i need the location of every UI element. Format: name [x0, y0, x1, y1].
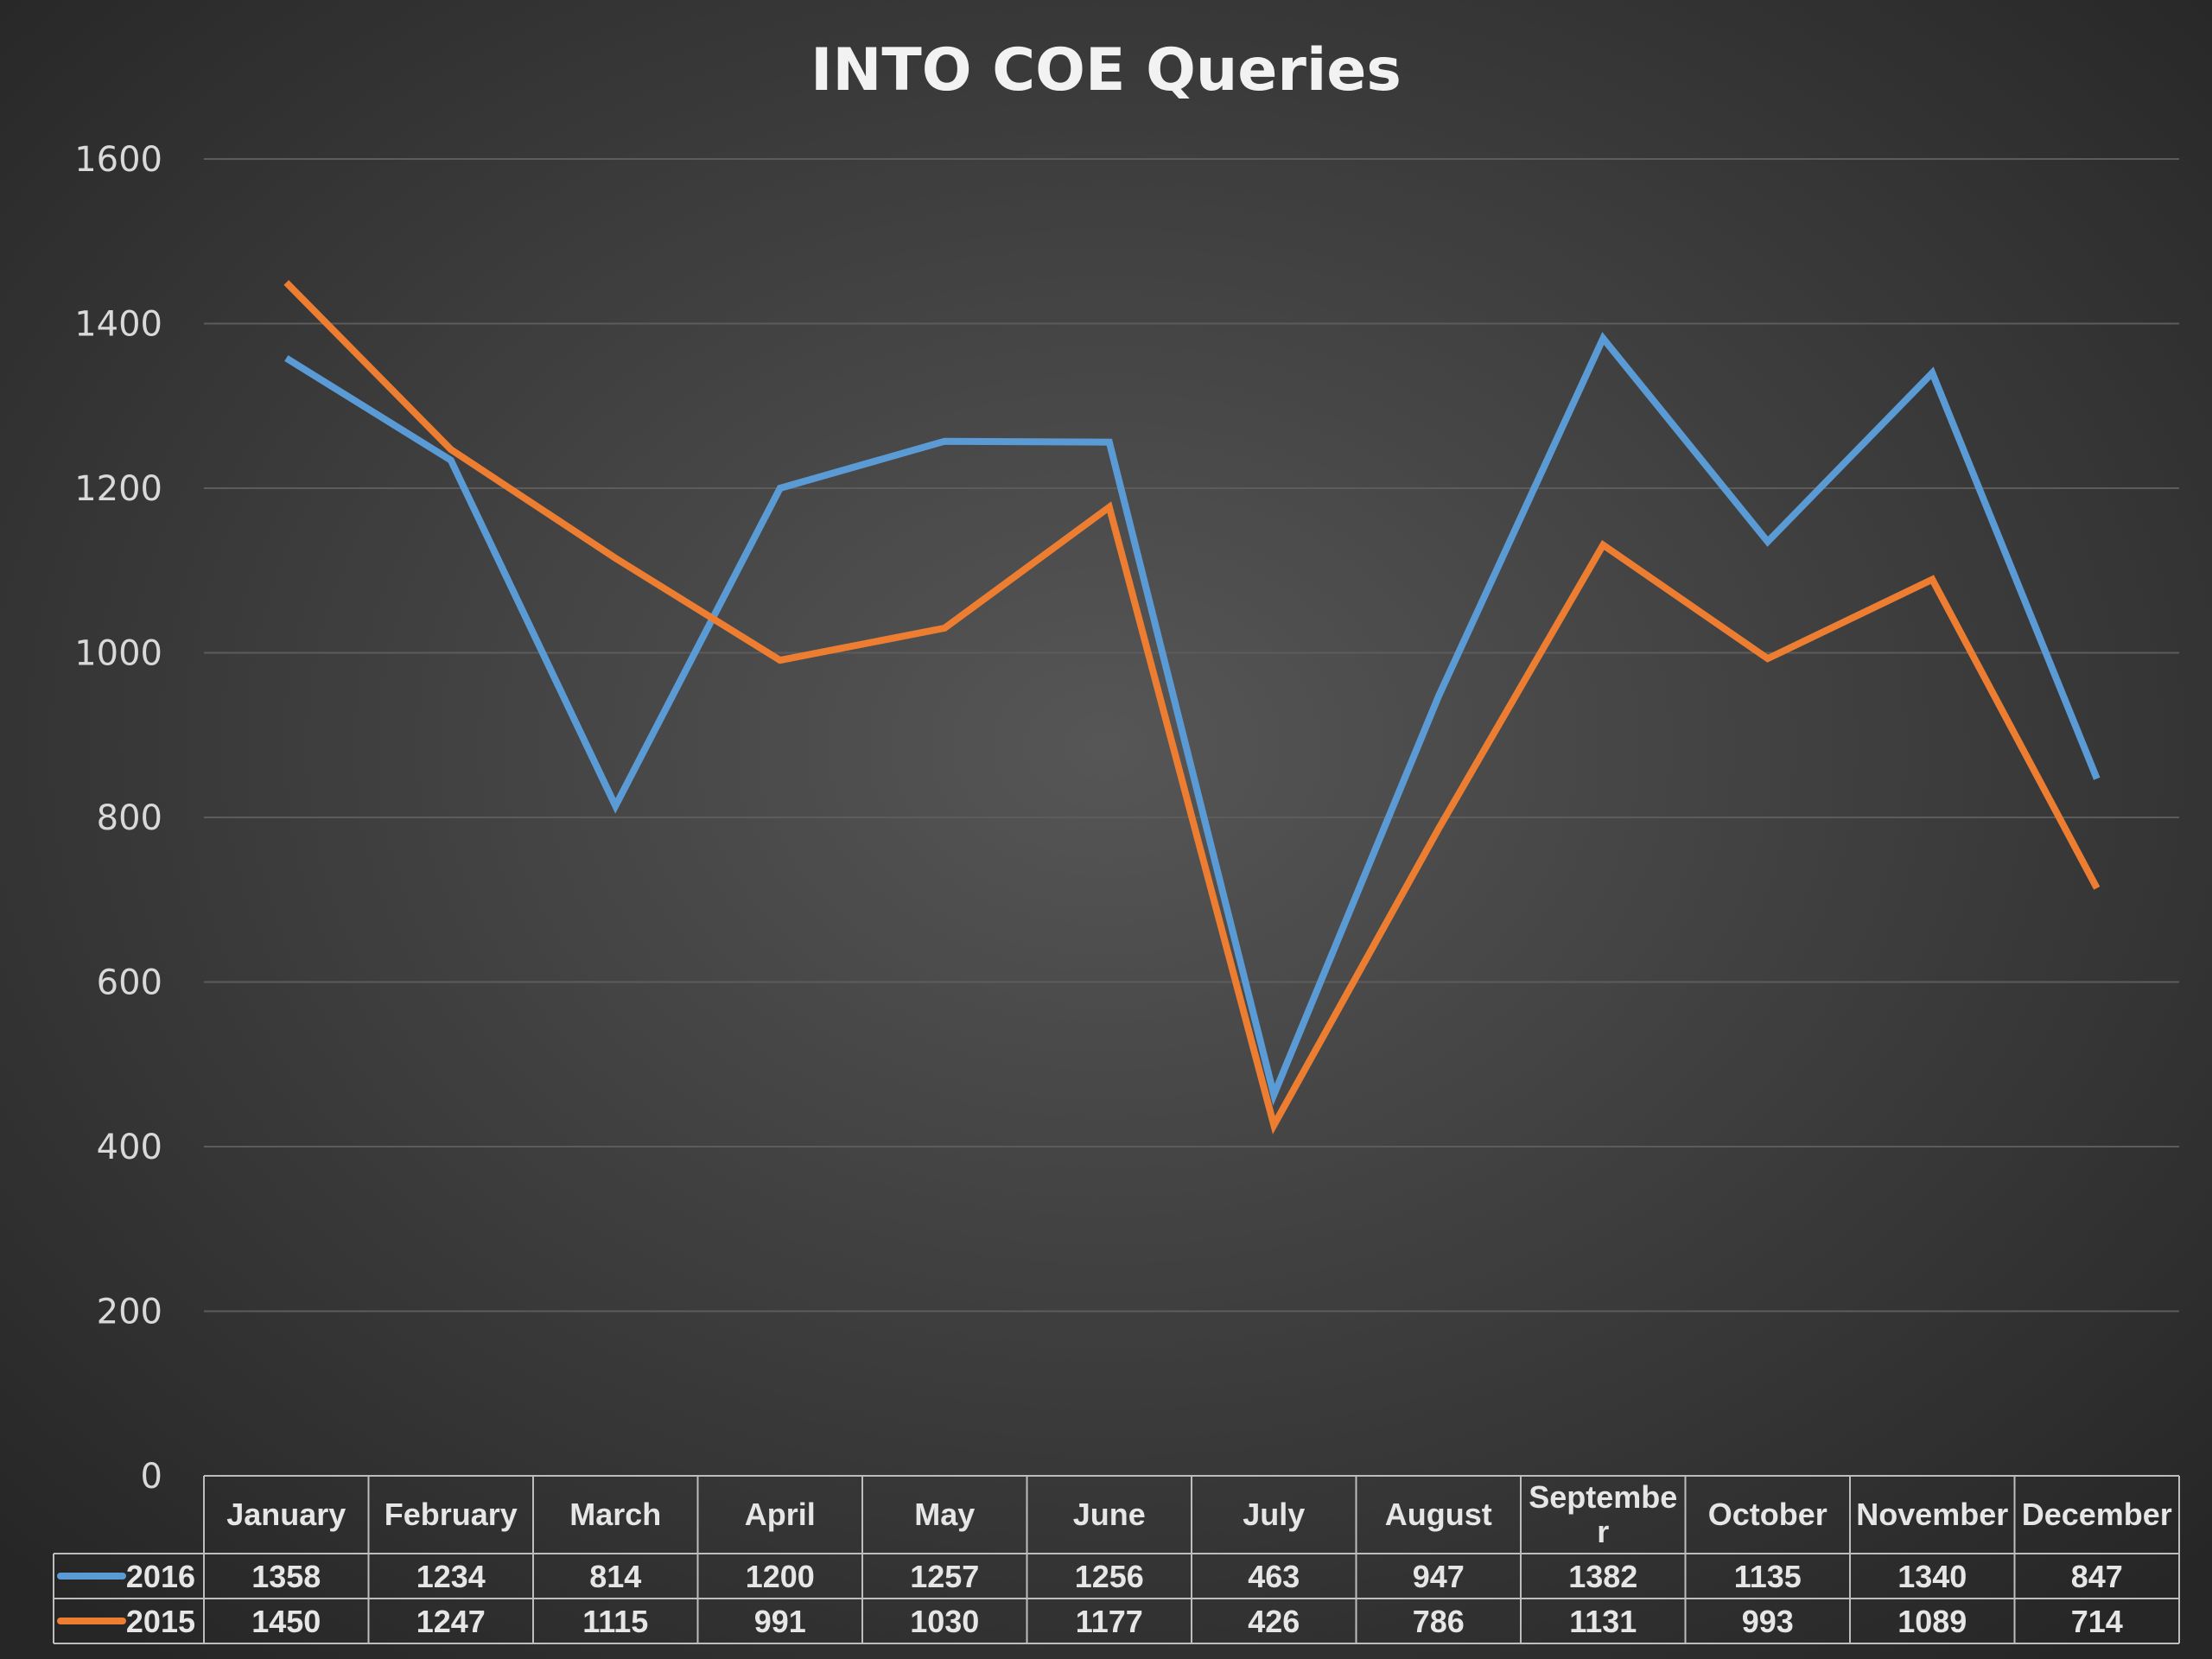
x-tick-label: April — [745, 1497, 816, 1532]
y-axis: 0 200 400 600 800 1000 1200 1400 1600 — [74, 140, 162, 1497]
y-tick-label: 1200 — [74, 469, 162, 509]
chart-title: INTO COE Queries — [810, 36, 1402, 105]
data-label: 1382 — [1568, 1559, 1637, 1594]
y-tick-label: 1000 — [74, 634, 162, 674]
data-label: 1358 — [251, 1559, 321, 1594]
data-label: 847 — [2071, 1559, 2123, 1594]
data-table: January February March April May June July Augu… — [53, 1475, 2180, 1644]
x-tick-label: December — [2022, 1497, 2172, 1532]
x-tick-label: July — [1243, 1497, 1305, 1532]
x-tick-label: November — [1856, 1497, 2008, 1532]
x-tick-label: r — [1597, 1514, 1609, 1549]
y-tick-label: 0 — [141, 1457, 162, 1497]
data-label: 463 — [1248, 1559, 1300, 1594]
x-tick-label: January — [226, 1497, 346, 1532]
data-label: 1200 — [746, 1559, 815, 1594]
data-label: 1256 — [1075, 1559, 1144, 1594]
y-tick-label: 800 — [97, 798, 162, 838]
data-label: 1089 — [1897, 1604, 1967, 1639]
data-label: 1131 — [1569, 1604, 1637, 1639]
y-tick-label: 1400 — [74, 305, 162, 345]
data-label: 1135 — [1734, 1559, 1802, 1594]
data-label: 1247 — [416, 1604, 486, 1639]
data-label: 993 — [1742, 1604, 1794, 1639]
y-tick-label: 400 — [97, 1128, 162, 1167]
x-tick-label: May — [914, 1497, 975, 1532]
y-tick-label: 200 — [97, 1293, 162, 1332]
data-label: 786 — [1413, 1604, 1465, 1639]
data-label: 814 — [589, 1559, 641, 1594]
y-tick-label: 1600 — [74, 140, 162, 180]
data-label: 1177 — [1076, 1604, 1143, 1639]
data-label: 1257 — [910, 1559, 979, 1594]
x-tick-label: October — [1708, 1497, 1827, 1532]
data-label: 1450 — [251, 1604, 321, 1639]
x-tick-label: June — [1073, 1497, 1146, 1532]
legend-label-2016: 2016 — [126, 1559, 195, 1594]
data-label: 1030 — [910, 1604, 979, 1639]
series-layer — [283, 280, 2101, 1135]
data-label: 1115 — [582, 1604, 648, 1639]
series-line-2016 — [284, 332, 2101, 1106]
data-label: 426 — [1248, 1604, 1300, 1639]
x-tick-label: February — [385, 1497, 518, 1532]
y-tick-label: 600 — [97, 963, 162, 1003]
x-tick-label: Septembe — [1529, 1479, 1677, 1515]
data-label: 947 — [1413, 1559, 1465, 1594]
grid-layer — [204, 158, 2179, 1313]
x-tick-label: August — [1385, 1497, 1492, 1532]
data-label: 1340 — [1897, 1559, 1967, 1594]
legend-label-2015: 2015 — [126, 1604, 195, 1639]
data-label: 714 — [2071, 1604, 2123, 1639]
x-tick-label: March — [569, 1497, 661, 1532]
series-line-2015 — [283, 280, 2101, 1135]
data-label: 1234 — [416, 1559, 486, 1594]
data-label: 991 — [754, 1604, 806, 1639]
